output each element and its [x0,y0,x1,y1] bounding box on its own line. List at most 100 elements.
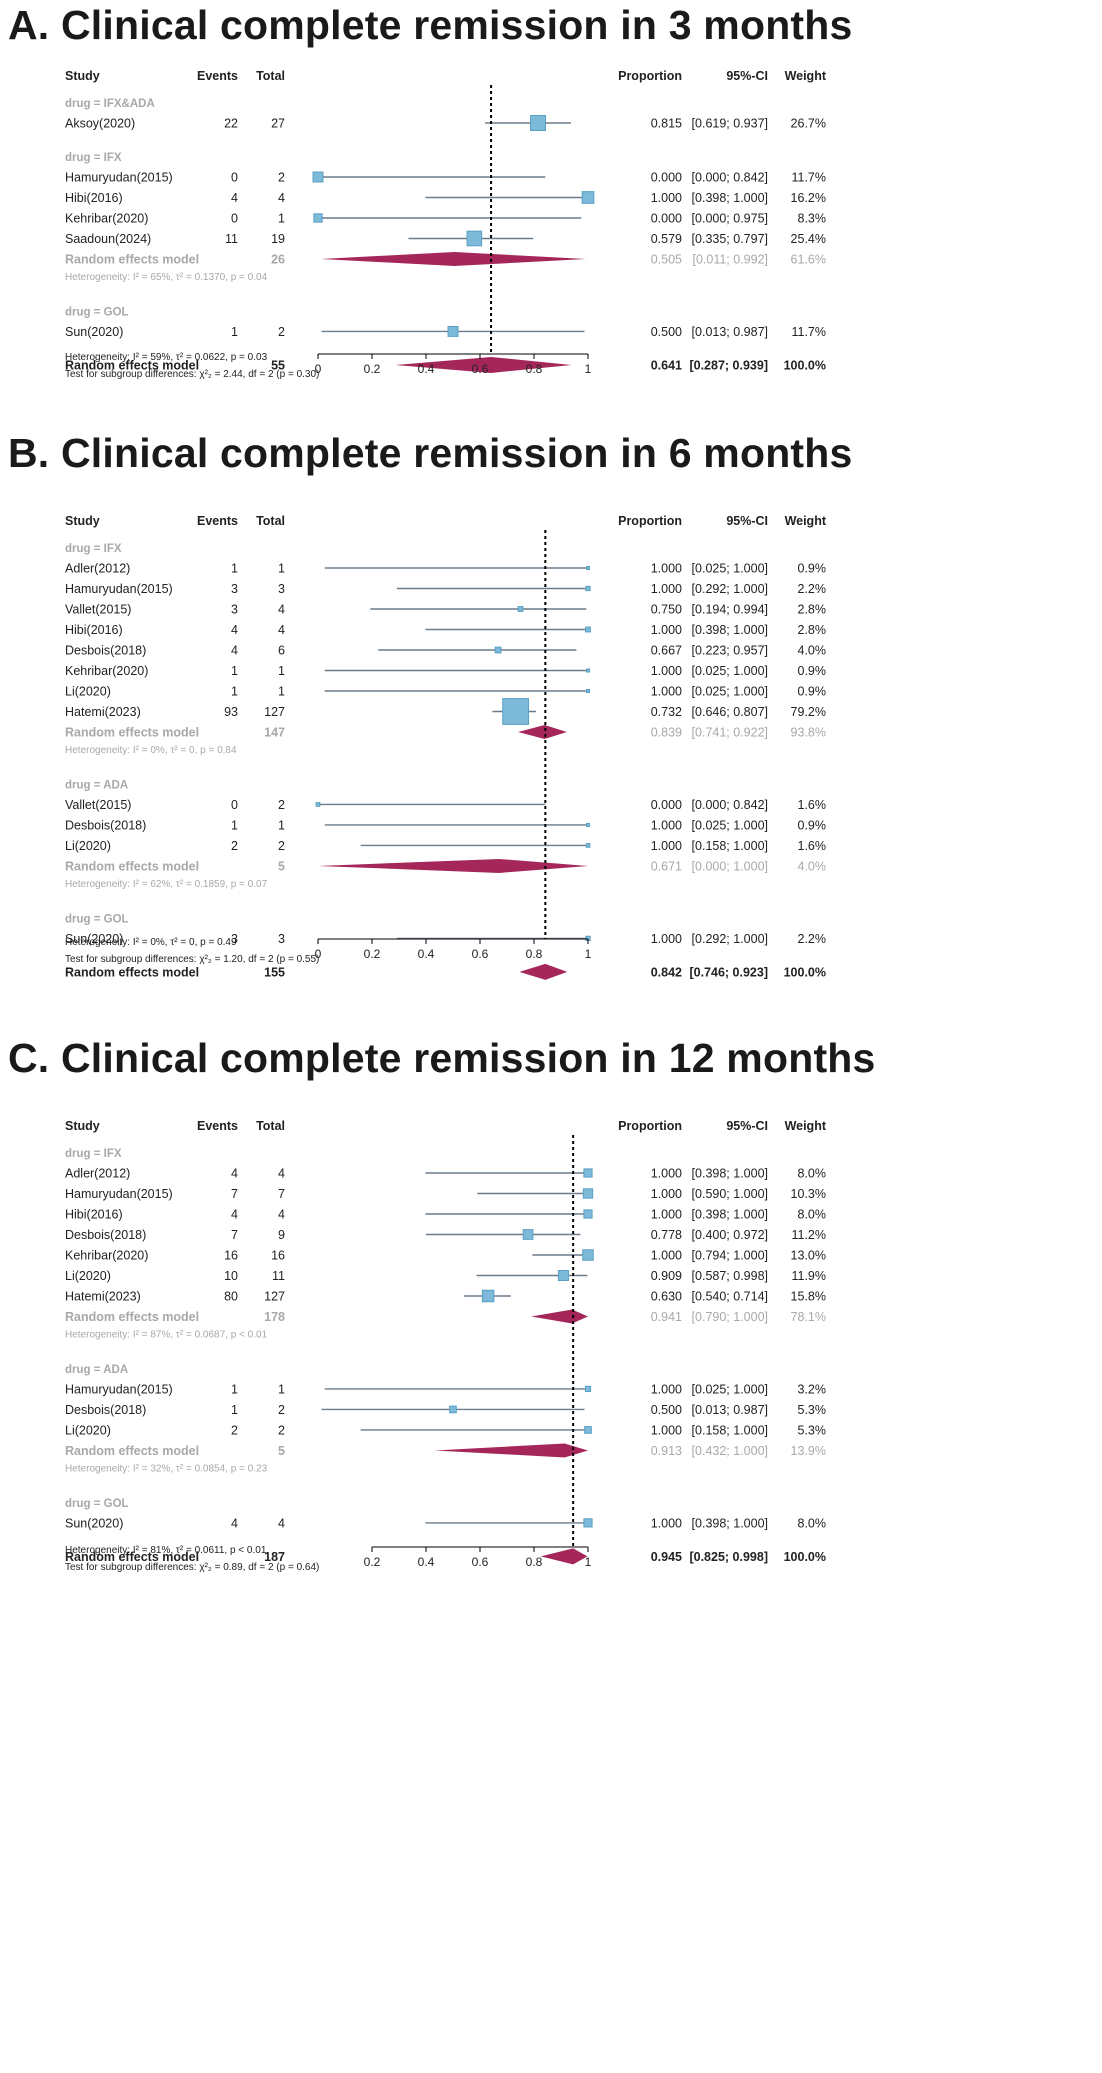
study-name: Sun(2020) [65,325,123,339]
study-ci: [0.292; 1.000] [692,582,768,596]
study-weight: 25.4% [791,232,826,246]
x-tick-label: 0 [315,947,322,961]
study-name: Desbois(2018) [65,1403,146,1417]
column-header-weight: Weight [785,69,827,83]
study-proportion: 0.750 [651,603,682,617]
subgroup-model-label: Random effects model [65,859,199,873]
study-proportion: 1.000 [651,839,682,853]
study-name: Hibi(2016) [65,623,123,637]
study-ci: [0.223; 0.957] [692,644,768,658]
study-weight: 11.9% [791,1269,826,1283]
study-weight: 15.8% [791,1290,826,1304]
study-weight: 2.8% [798,603,827,617]
subgroup-total: 26 [271,253,285,267]
study-events: 1 [231,325,238,339]
study-ci: [0.590; 1.000] [692,1187,768,1201]
subgroup-label: drug = GOL [65,913,129,925]
study-events: 1 [231,664,238,678]
column-header-events: Events [197,514,238,528]
study-total: 2 [278,1423,285,1437]
study-box-marker [494,646,502,654]
study-ci: [0.335; 0.797] [692,232,768,246]
study-weight: 4.0% [798,644,827,658]
study-events: 4 [231,191,238,205]
x-tick-label: 0.6 [472,1555,489,1569]
study-ci: [0.000; 0.842] [692,798,768,812]
study-total: 2 [278,1403,285,1417]
study-total: 127 [264,1290,285,1304]
overall-heterogeneity: Heterogeneity: I² = 59%, τ² = 0.0622, p … [65,352,268,363]
study-name: Desbois(2018) [65,1228,146,1242]
overall-ci: [0.746; 0.923] [689,965,768,979]
study-total: 7 [278,1187,285,1201]
study-weight: 26.7% [791,117,826,131]
subgroup-label: drug = ADA [65,779,128,791]
study-ci: [0.158; 1.000] [692,1423,768,1437]
subgroup-total: 178 [264,1310,285,1324]
column-header-total: Total [256,1119,285,1133]
study-box-marker [581,191,595,204]
study-events: 3 [231,603,238,617]
x-tick-label: 0.4 [418,362,435,376]
study-box-marker [583,1209,593,1219]
study-weight: 2.2% [798,582,827,596]
study-box-marker [313,213,323,223]
study-name: Hibi(2016) [65,191,123,205]
study-ci: [0.587; 0.998] [692,1269,768,1283]
x-tick-label: 1 [585,1555,592,1569]
column-header-ci: 95%-CI [726,1119,768,1133]
overall-total: 187 [264,1550,285,1564]
study-total: 16 [271,1249,285,1263]
panel-title: C. Clinical complete remission in 12 mon… [8,1035,876,1081]
study-proportion: 0.579 [651,232,682,246]
study-events: 0 [231,798,238,812]
column-header-total: Total [256,69,285,83]
study-box-marker [586,822,590,827]
study-events: 2 [231,1423,238,1437]
study-box-marker [584,1385,592,1393]
panel-title: B. Clinical complete remission in 6 mont… [8,430,853,476]
overall-total: 55 [271,358,285,372]
study-name: Desbois(2018) [65,644,146,658]
study-total: 1 [278,212,285,226]
study-box-marker [586,668,590,673]
study-events: 4 [231,623,238,637]
column-header-ci: 95%-CI [726,69,768,83]
study-total: 2 [278,171,285,185]
study-name: Hatemi(2023) [65,705,141,719]
study-ci: [0.400; 0.972] [692,1228,768,1242]
subgroup-ci: [0.000; 1.000] [692,859,768,873]
study-weight: 5.3% [798,1403,827,1417]
study-events: 1 [231,562,238,576]
study-total: 3 [278,932,285,946]
study-proportion: 1.000 [651,1187,682,1201]
study-weight: 8.0% [798,1516,827,1530]
study-name: Saadoun(2024) [65,232,151,246]
study-name: Hamuryudan(2015) [65,1382,173,1396]
x-tick-label: 0.4 [418,1555,435,1569]
subgroup-ci: [0.790; 1.000] [692,1310,768,1324]
forest-plot-a: Study Events Total Proportion 95%-CI Weight dr… [65,69,827,380]
subgroup-difference-test: Test for subgroup differences: χ²₂ = 2.4… [65,369,319,380]
study-total: 2 [278,839,285,853]
study-name: Hamuryudan(2015) [65,171,173,185]
study-ci: [0.540; 0.714] [692,1290,768,1304]
study-weight: 0.9% [798,685,827,699]
study-ci: [0.398; 1.000] [692,623,768,637]
study-ci: [0.646; 0.807] [692,705,768,719]
study-box-marker [586,566,590,570]
subgroup-model-label: Random effects model [65,726,199,740]
column-header-weight: Weight [785,1119,827,1133]
study-proportion: 1.000 [651,818,682,832]
study-events: 10 [224,1269,238,1283]
study-weight: 11.2% [791,1228,826,1242]
subgroup-label: drug = IFX [65,543,122,555]
column-header-study: Study [65,514,100,528]
study-events: 4 [231,644,238,658]
heterogeneity-text: Heterogeneity: I² = 87%, τ² = 0.0687, p … [65,1330,268,1341]
overall-model-label: Random effects model [65,1550,199,1564]
study-proportion: 1.000 [651,664,682,678]
subgroup-weight: 61.6% [791,253,826,267]
study-events: 4 [231,1516,238,1530]
study-box-marker [582,1188,594,1199]
